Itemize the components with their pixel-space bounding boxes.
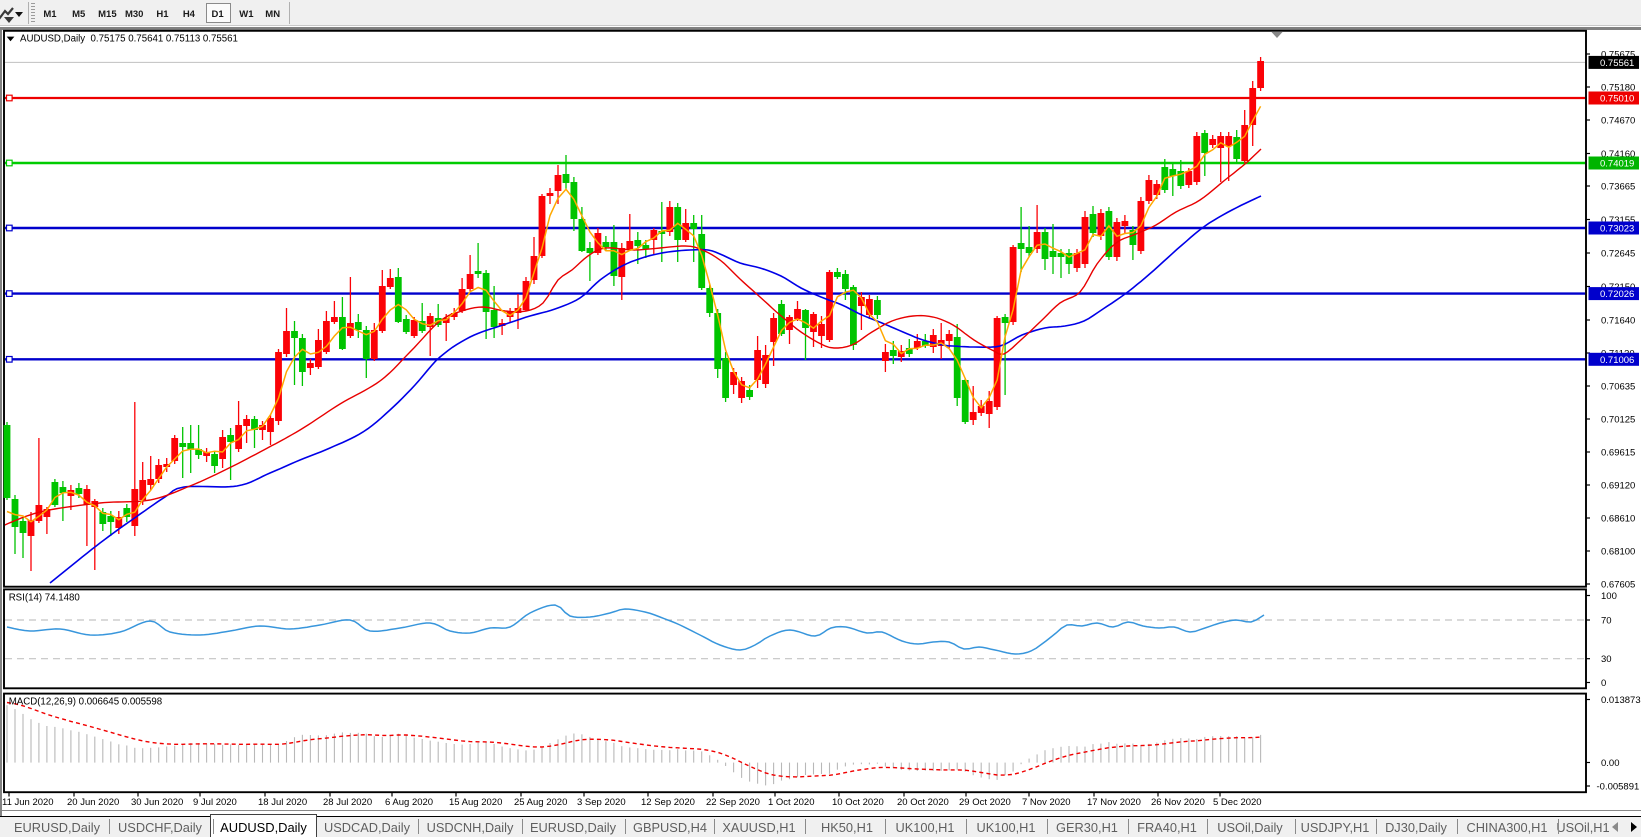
svg-text:30 Jun 2020: 30 Jun 2020 [131, 797, 183, 808]
svg-text:0.74019: 0.74019 [1600, 159, 1634, 170]
svg-text:0: 0 [1601, 678, 1606, 689]
svg-text:5 Dec 2020: 5 Dec 2020 [1213, 797, 1262, 808]
svg-text:11 Jun 2020: 11 Jun 2020 [2, 797, 54, 808]
svg-text:70: 70 [1601, 615, 1612, 626]
svg-text:0.69120: 0.69120 [1601, 480, 1635, 491]
svg-text:26 Nov 2020: 26 Nov 2020 [1151, 797, 1205, 808]
svg-text:-0.005891: -0.005891 [1597, 781, 1640, 792]
svg-text:100: 100 [1601, 591, 1617, 602]
svg-text:0.75675: 0.75675 [1601, 49, 1635, 60]
svg-text:3 Sep 2020: 3 Sep 2020 [577, 797, 626, 808]
svg-text:0.75561: 0.75561 [1600, 58, 1634, 69]
svg-text:0.013873: 0.013873 [1601, 695, 1641, 706]
svg-text:0.70635: 0.70635 [1601, 381, 1635, 392]
svg-text:22 Sep 2020: 22 Sep 2020 [706, 797, 760, 808]
svg-text:0.73023: 0.73023 [1600, 224, 1634, 235]
svg-text:0.68610: 0.68610 [1601, 513, 1635, 524]
svg-text:0.71640: 0.71640 [1601, 315, 1635, 326]
svg-text:0.70125: 0.70125 [1601, 414, 1635, 425]
svg-text:0.73155: 0.73155 [1601, 215, 1635, 226]
svg-text:12 Sep 2020: 12 Sep 2020 [641, 797, 695, 808]
svg-text:17 Nov 2020: 17 Nov 2020 [1087, 797, 1141, 808]
svg-text:0.74160: 0.74160 [1601, 149, 1635, 160]
svg-text:0.69615: 0.69615 [1601, 447, 1635, 458]
svg-text:25 Aug 2020: 25 Aug 2020 [514, 797, 567, 808]
svg-text:1 Oct 2020: 1 Oct 2020 [768, 797, 814, 808]
svg-text:6 Aug 2020: 6 Aug 2020 [385, 797, 433, 808]
svg-text:29 Oct 2020: 29 Oct 2020 [959, 797, 1011, 808]
svg-text:0.75010: 0.75010 [1600, 94, 1634, 105]
svg-text:10 Oct 2020: 10 Oct 2020 [832, 797, 884, 808]
svg-text:0.72645: 0.72645 [1601, 248, 1635, 259]
svg-text:0.73665: 0.73665 [1601, 181, 1635, 192]
svg-text:30: 30 [1601, 654, 1612, 665]
svg-text:15 Aug 2020: 15 Aug 2020 [449, 797, 502, 808]
svg-text:20 Oct 2020: 20 Oct 2020 [897, 797, 949, 808]
svg-text:0.00: 0.00 [1601, 758, 1620, 769]
svg-text:0.74670: 0.74670 [1601, 115, 1635, 126]
svg-text:28 Jul 2020: 28 Jul 2020 [323, 797, 372, 808]
svg-text:AUDUSD,Daily 0.75175 0.75641: AUDUSD,Daily 0.75175 0.75641 0.75113 0.7… [20, 34, 238, 45]
svg-text:0.75180: 0.75180 [1601, 82, 1635, 93]
svg-text:0.71006: 0.71006 [1600, 355, 1634, 366]
svg-text:RSI(14) 74.1480: RSI(14) 74.1480 [9, 593, 81, 604]
svg-text:0.68100: 0.68100 [1601, 546, 1635, 557]
svg-text:7 Nov 2020: 7 Nov 2020 [1022, 797, 1071, 808]
svg-text:20 Jun 2020: 20 Jun 2020 [67, 797, 119, 808]
svg-text:9 Jul 2020: 9 Jul 2020 [193, 797, 237, 808]
svg-text:0.72026: 0.72026 [1600, 289, 1634, 300]
svg-text:18 Jul 2020: 18 Jul 2020 [258, 797, 307, 808]
svg-text:MACD(12,26,9) 0.006645 0.00559: MACD(12,26,9) 0.006645 0.005598 [9, 697, 163, 708]
svg-text:0.67605: 0.67605 [1601, 579, 1635, 590]
